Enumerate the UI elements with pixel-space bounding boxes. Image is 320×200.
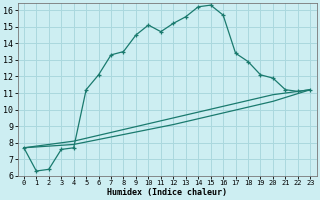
X-axis label: Humidex (Indice chaleur): Humidex (Indice chaleur) [107,188,227,197]
